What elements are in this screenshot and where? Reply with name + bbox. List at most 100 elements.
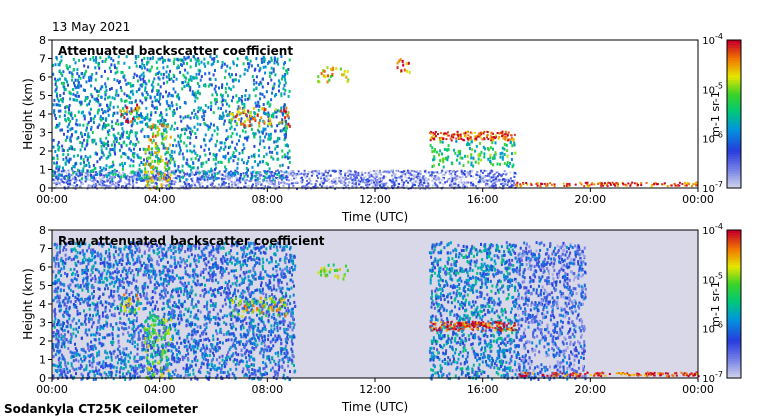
backscatter-cell	[117, 326, 120, 330]
backscatter-cell	[259, 135, 262, 139]
backscatter-cell	[100, 118, 103, 122]
backscatter-cell	[95, 313, 98, 317]
backscatter-cell	[172, 352, 174, 356]
backscatter-cell	[629, 184, 632, 187]
backscatter-cell	[78, 83, 81, 87]
colorbar-swatch	[727, 136, 741, 140]
backscatter-cell	[61, 100, 64, 104]
backscatter-cell	[173, 150, 176, 154]
backscatter-cell	[281, 74, 284, 78]
backscatter-cell	[391, 181, 394, 184]
backscatter-cell	[143, 242, 146, 246]
panel-title: Attenuated backscatter coefficient	[58, 44, 293, 58]
backscatter-cell	[90, 78, 93, 82]
backscatter-cell	[431, 165, 434, 168]
backscatter-cell	[166, 94, 169, 98]
backscatter-cell	[214, 273, 217, 277]
backscatter-cell	[536, 184, 539, 187]
backscatter-cell	[198, 72, 201, 76]
backscatter-cell	[262, 361, 265, 364]
backscatter-cell	[678, 181, 681, 184]
backscatter-cell	[120, 361, 123, 365]
backscatter-cell	[470, 156, 473, 160]
backscatter-cell	[130, 149, 133, 153]
backscatter-cell	[199, 78, 202, 82]
backscatter-cell	[501, 155, 504, 159]
backscatter-cell	[200, 176, 203, 179]
colorbar-swatch	[727, 62, 741, 66]
backscatter-cell	[284, 110, 287, 114]
backscatter-cell	[509, 140, 512, 144]
backscatter-cell	[143, 79, 146, 83]
backscatter-cell	[293, 364, 295, 367]
backscatter-cell	[241, 100, 243, 104]
backscatter-cell	[361, 180, 364, 183]
backscatter-cell	[656, 183, 658, 186]
backscatter-cell	[154, 277, 157, 281]
backscatter-cell	[100, 74, 103, 78]
backscatter-cell	[494, 151, 497, 155]
backscatter-cell	[267, 137, 270, 141]
backscatter-cell	[501, 146, 504, 150]
backscatter-cell	[487, 157, 490, 161]
backscatter-cell	[295, 176, 298, 179]
backscatter-cell	[137, 117, 140, 120]
backscatter-cell	[268, 182, 270, 185]
colorbar-swatch	[727, 158, 741, 162]
backscatter-cell	[132, 323, 135, 327]
backscatter-cell	[227, 158, 230, 162]
backscatter-cell	[128, 178, 131, 181]
backscatter-cell	[294, 264, 297, 268]
backscatter-cell	[124, 181, 127, 184]
backscatter-cell	[130, 130, 133, 134]
backscatter-cell	[165, 157, 168, 161]
backscatter-cell	[99, 115, 102, 119]
backscatter-cell	[419, 174, 421, 177]
backscatter-cell	[67, 340, 70, 344]
backscatter-cell	[383, 182, 386, 185]
backscatter-cell	[76, 352, 79, 356]
backscatter-cell	[161, 135, 164, 139]
backscatter-cell	[276, 60, 279, 64]
backscatter-cell	[122, 130, 125, 134]
backscatter-cell	[306, 173, 309, 176]
backscatter-cell	[227, 172, 230, 176]
backscatter-cell	[467, 138, 470, 141]
backscatter-cell	[489, 153, 492, 157]
backscatter-cell	[53, 113, 56, 117]
backscatter-cell	[166, 163, 169, 167]
backscatter-cell	[144, 96, 147, 100]
backscatter-cell	[211, 57, 214, 61]
backscatter-cell	[359, 174, 362, 177]
backscatter-cell	[149, 156, 152, 160]
backscatter-cell	[217, 245, 220, 249]
backscatter-cell	[110, 87, 113, 90]
backscatter-cell	[343, 180, 346, 183]
backscatter-cell	[178, 177, 181, 181]
backscatter-cell	[150, 113, 153, 117]
backscatter-cell	[104, 60, 107, 63]
backscatter-cell	[491, 186, 494, 189]
backscatter-cell	[69, 97, 72, 101]
backscatter-cell	[651, 183, 654, 186]
backscatter-cell	[482, 172, 484, 174]
backscatter-cell	[371, 185, 374, 188]
backscatter-cell	[112, 177, 115, 180]
backscatter-cell	[148, 79, 151, 83]
backscatter-cell	[322, 179, 324, 182]
backscatter-cell	[661, 183, 664, 186]
backscatter-cell	[432, 133, 435, 136]
colorbar-swatch	[727, 160, 741, 164]
backscatter-cell	[204, 64, 207, 68]
backscatter-cell	[305, 172, 308, 175]
backscatter-cell	[497, 137, 500, 140]
backscatter-cell	[99, 87, 102, 91]
backscatter-cell	[104, 174, 107, 177]
backscatter-cell	[93, 121, 95, 124]
backscatter-cell	[146, 93, 149, 96]
backscatter-cell	[219, 173, 222, 176]
backscatter-cell	[189, 130, 192, 134]
backscatter-cell	[229, 121, 232, 125]
backscatter-cell	[288, 183, 291, 186]
backscatter-cell	[182, 185, 184, 188]
